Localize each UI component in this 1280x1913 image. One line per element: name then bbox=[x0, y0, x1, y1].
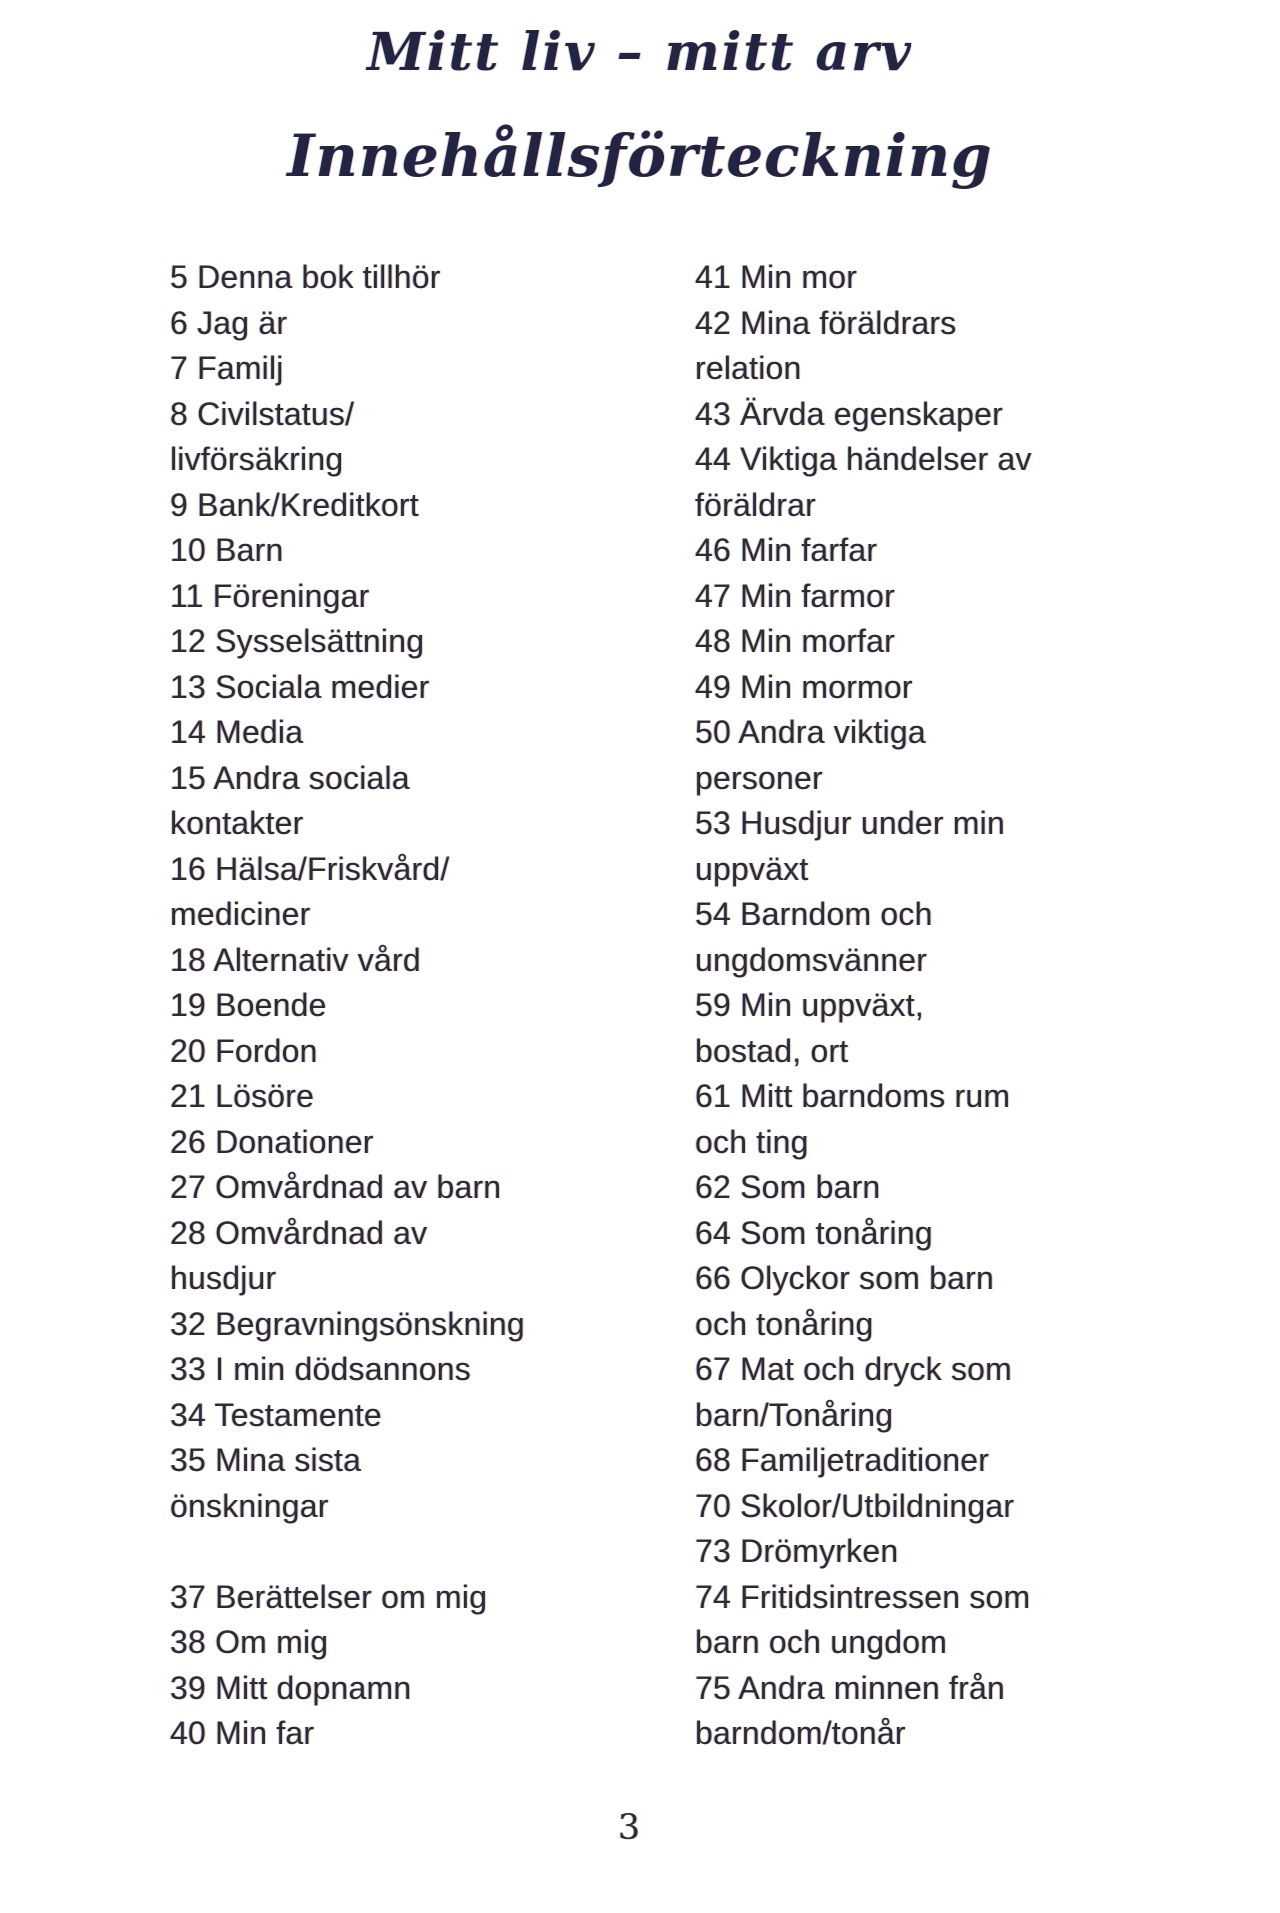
toc-line: och tonåring bbox=[695, 1305, 874, 1342]
toc-line: 40 Min far bbox=[170, 1715, 315, 1751]
toc-heading: Innehållsförteckning bbox=[287, 122, 993, 190]
toc-line: 46 Min farfar bbox=[695, 532, 878, 568]
toc-left-column: 5 Denna bok tillhör 6 Jag är 7 Familj 8 Civ… bbox=[170, 255, 670, 1757]
toc-line: 39 Mitt dopnamn bbox=[170, 1669, 412, 1706]
toc-line: 49 Min mormor bbox=[695, 668, 913, 705]
toc-line: 33 I min dödsannons bbox=[170, 1351, 471, 1387]
toc-line: 12 Sysselsättning bbox=[170, 623, 425, 659]
toc-line: 53 Husdjur under min bbox=[695, 805, 1005, 841]
toc-line: 19 Boende bbox=[170, 987, 327, 1023]
toc-line: bostad, ort bbox=[695, 1032, 849, 1069]
toc-line: 15 Andra sociala bbox=[170, 759, 410, 796]
toc-line: 73 Drömyrken bbox=[695, 1533, 899, 1569]
toc-line: 47 Min farmor bbox=[695, 577, 895, 614]
toc-line: 27 Omvårdnad av barn bbox=[170, 1169, 502, 1205]
toc-line: 5 Denna bok tillhör bbox=[170, 259, 441, 295]
toc-line: 48 Min morfar bbox=[695, 623, 895, 659]
toc-line: 26 Donationer bbox=[170, 1123, 374, 1160]
toc-line: 68 Familjetraditioner bbox=[695, 1442, 990, 1478]
toc-line: 75 Andra minnen från bbox=[695, 1669, 1005, 1706]
toc-line: 66 Olyckor som barn bbox=[695, 1260, 995, 1296]
toc-line: 34 Testamente bbox=[170, 1396, 382, 1433]
toc-line: 54 Barndom och bbox=[695, 896, 933, 932]
toc-line: 16 Hälsa/Friskvård/ bbox=[170, 850, 450, 887]
toc-line: barndom/tonår bbox=[695, 1715, 906, 1751]
toc-line: 18 Alternativ vård bbox=[170, 941, 421, 978]
toc-line: 13 Sociala medier bbox=[170, 668, 430, 705]
toc-line: 38 Om mig bbox=[170, 1624, 329, 1660]
toc-line: 44 Viktiga händelser av bbox=[695, 441, 1032, 477]
toc-line: husdjur bbox=[170, 1260, 277, 1296]
toc-right-column: 41 Min mor 42 Mina föräldrars relation 43 Ä… bbox=[695, 255, 1215, 1757]
toc-line: 10 Barn bbox=[170, 532, 284, 568]
toc-line: personer bbox=[695, 759, 823, 796]
page-number: 3 bbox=[617, 1808, 641, 1848]
toc-line: mediciner bbox=[170, 896, 311, 932]
toc-line: 62 Som barn bbox=[695, 1169, 881, 1205]
toc-line: 43 Ärvda egenskaper bbox=[695, 395, 1004, 432]
toc-line: 74 Fritidsintressen som bbox=[695, 1578, 1031, 1615]
toc-line: 61 Mitt barndoms rum bbox=[695, 1078, 1011, 1114]
toc-line: 70 Skolor/Utbildningar bbox=[695, 1487, 1015, 1524]
toc-line: 64 Som tonåring bbox=[695, 1214, 933, 1251]
toc-line: 35 Mina sista bbox=[170, 1442, 362, 1478]
toc-line: önskningar bbox=[170, 1487, 329, 1524]
toc-line: 11 Föreningar bbox=[170, 577, 370, 614]
toc-line: 50 Andra viktiga bbox=[695, 714, 926, 750]
toc-line: 67 Mat och dryck som bbox=[695, 1351, 1012, 1387]
toc-line: uppväxt bbox=[695, 850, 809, 887]
toc-line: 20 Fordon bbox=[170, 1032, 318, 1069]
toc-line: 59 Min uppväxt, bbox=[695, 987, 924, 1023]
toc-line: barn/Tonåring bbox=[695, 1396, 894, 1433]
toc-line: och ting bbox=[695, 1123, 809, 1160]
toc-line: 41 Min mor bbox=[695, 259, 858, 295]
book-title: Mitt liv – mitt arv bbox=[367, 22, 913, 83]
toc-line: 9 Bank/Kreditkort bbox=[170, 486, 419, 523]
toc-line: 6 Jag är bbox=[170, 304, 288, 341]
toc-line: 7 Familj bbox=[170, 350, 284, 386]
toc-line: 8 Civilstatus/ bbox=[170, 395, 355, 432]
toc-line: relation bbox=[695, 350, 802, 386]
toc-line: kontakter bbox=[170, 805, 304, 841]
toc-line: livförsäkring bbox=[170, 441, 344, 477]
toc-line: ungdomsvänner bbox=[695, 941, 928, 978]
toc-line: 42 Mina föräldrars bbox=[695, 304, 957, 341]
toc-line: 14 Media bbox=[170, 714, 304, 750]
toc-line: barn och ungdom bbox=[695, 1624, 948, 1660]
toc-line: föräldrar bbox=[695, 486, 816, 523]
toc-line: 28 Omvårdnad av bbox=[170, 1214, 428, 1251]
toc-line: 32 Begravningsönskning bbox=[170, 1305, 525, 1342]
toc-line bbox=[170, 1529, 670, 1575]
toc-line: 37 Berättelser om mig bbox=[170, 1578, 488, 1615]
toc-line: 21 Lösöre bbox=[170, 1078, 315, 1114]
